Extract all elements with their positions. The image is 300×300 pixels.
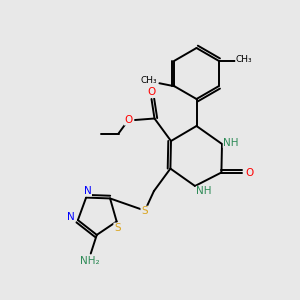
Text: O: O (245, 167, 253, 178)
Text: CH₃: CH₃ (236, 55, 252, 64)
Text: N: N (68, 212, 75, 222)
Text: NH₂: NH₂ (80, 256, 100, 266)
Text: CH₃: CH₃ (141, 76, 157, 85)
Text: O: O (124, 115, 133, 125)
Text: O: O (147, 87, 156, 98)
Text: NH: NH (223, 137, 239, 148)
Text: S: S (141, 206, 148, 216)
Text: N: N (84, 186, 92, 196)
Text: S: S (114, 223, 121, 233)
Text: NH: NH (196, 186, 212, 197)
